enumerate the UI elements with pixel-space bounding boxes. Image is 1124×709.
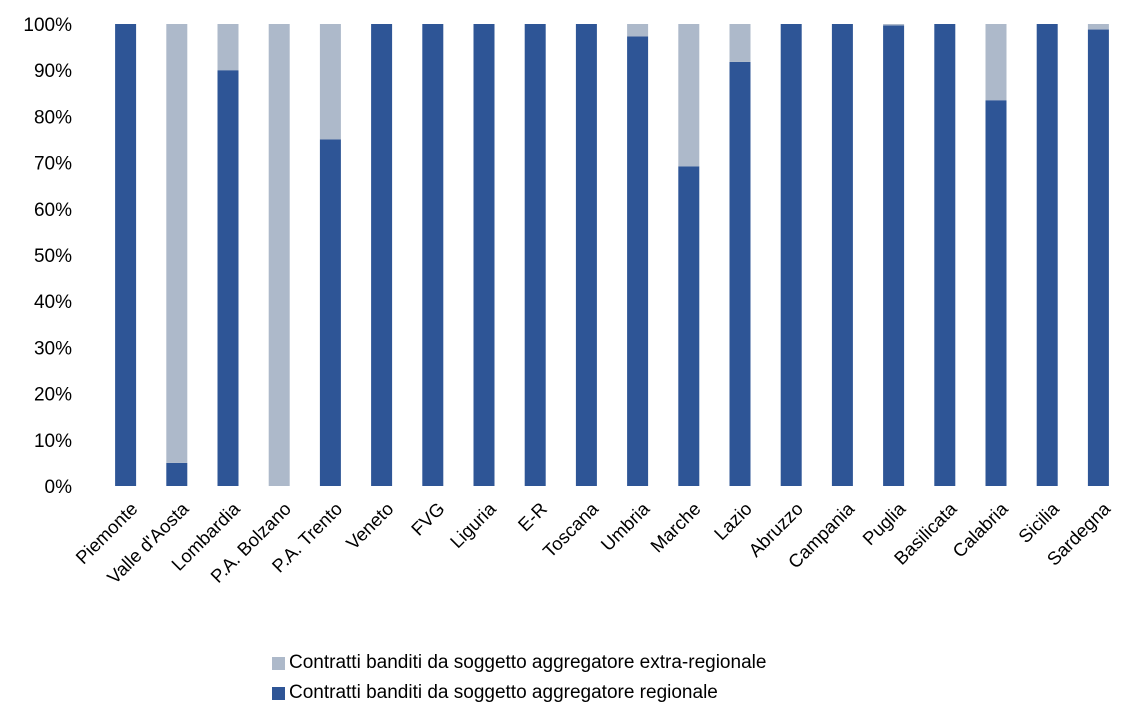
bar-segment-extra-regional	[883, 24, 905, 26]
bar-segment-extra-regional	[729, 24, 751, 62]
bar-segment-extra-regional	[166, 24, 188, 463]
legend-label: Contratti banditi da soggetto aggregator…	[289, 652, 767, 673]
y-tick-label: 90%	[34, 61, 72, 82]
bar-segment-regional	[729, 61, 751, 486]
x-tick-label: Lazio	[710, 498, 756, 544]
y-tick-label: 80%	[34, 107, 72, 128]
bar-segment-regional	[166, 462, 188, 486]
bar-segment-extra-regional	[1087, 24, 1109, 30]
bar-segment-regional	[473, 24, 495, 486]
bar-segment-regional	[934, 24, 956, 486]
bar-segment-regional	[575, 24, 597, 486]
y-axis: 0% 10% 20% 30% 40% 50% 60% 70% 80% 90% 100%	[23, 15, 72, 498]
bar-segment-extra-regional	[319, 24, 341, 140]
x-tick-label: Umbria	[596, 497, 654, 555]
y-tick-label: 10%	[34, 431, 72, 452]
bar-segment-regional	[217, 70, 239, 486]
x-tick-label: E-R	[514, 498, 551, 535]
bar-segment-regional	[1036, 24, 1058, 486]
legend-swatch	[272, 656, 285, 670]
bar-segment-extra-regional	[627, 24, 649, 37]
x-tick-label: Liguria	[446, 497, 501, 552]
bar-segment-regional	[1087, 29, 1109, 486]
legend-swatch	[272, 686, 285, 700]
x-tick-label: Marche	[646, 498, 704, 556]
x-tick-label: Veneto	[342, 498, 398, 554]
bar-segment-regional	[319, 139, 341, 486]
bar-segment-regional	[831, 24, 853, 486]
x-tick-label: Sicilia	[1014, 497, 1064, 547]
bar-segment-extra-regional	[217, 24, 239, 71]
x-tick-label: Toscana	[539, 497, 603, 561]
bar-segment-regional	[780, 24, 802, 486]
y-tick-label: 40%	[34, 292, 72, 313]
bars	[115, 24, 1109, 487]
x-tick-label: FVG	[407, 498, 449, 540]
y-tick-label: 30%	[34, 338, 72, 359]
bar-segment-regional	[883, 25, 905, 486]
y-tick-label: 0%	[45, 477, 73, 498]
legend-item: Contratti banditi da soggetto aggregator…	[272, 648, 766, 678]
bar-segment-extra-regional	[268, 24, 290, 486]
legend: Contratti banditi da soggetto aggregator…	[272, 648, 766, 708]
legend-label: Contratti banditi da soggetto aggregator…	[289, 682, 718, 703]
y-tick-label: 20%	[34, 385, 72, 406]
y-tick-label: 50%	[34, 246, 72, 267]
legend-item: Contratti banditi da soggetto aggregator…	[272, 678, 766, 708]
bar-segment-regional	[524, 24, 546, 486]
bar-segment-regional	[371, 24, 393, 486]
y-tick-label: 60%	[34, 200, 72, 221]
bar-segment-extra-regional	[678, 24, 700, 167]
bar-segment-regional	[627, 36, 649, 486]
bar-segment-regional	[115, 24, 137, 486]
y-tick-label: 100%	[23, 15, 72, 36]
bar-segment-extra-regional	[985, 24, 1007, 101]
bar-segment-regional	[422, 24, 444, 486]
y-tick-label: 70%	[34, 154, 72, 175]
x-tick-label: Calabria	[948, 497, 1012, 561]
bar-segment-regional	[678, 166, 700, 487]
bar-segment-regional	[985, 100, 1007, 486]
